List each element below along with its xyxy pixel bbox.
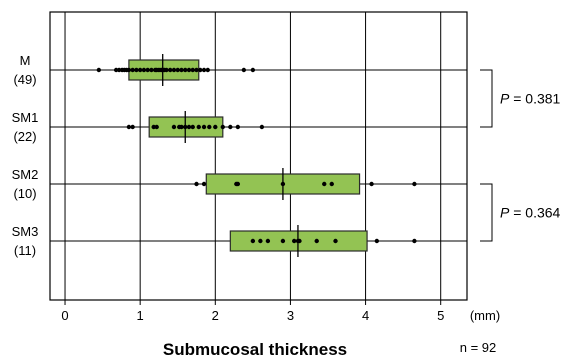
significance-bracket xyxy=(480,69,493,128)
data-point xyxy=(154,124,159,130)
data-point xyxy=(314,238,319,244)
data-point xyxy=(250,238,256,244)
data-point xyxy=(369,181,374,187)
data-point xyxy=(412,181,417,187)
category-label: SM3 xyxy=(12,224,39,239)
data-point xyxy=(190,124,195,130)
category-count: (22) xyxy=(13,129,36,144)
data-point xyxy=(201,124,207,130)
grid-layer xyxy=(50,12,467,305)
data-point xyxy=(113,67,119,73)
data-point xyxy=(322,181,327,187)
data-point xyxy=(280,181,286,187)
data-point xyxy=(265,238,271,244)
data-point xyxy=(175,67,180,73)
data-point xyxy=(194,181,199,187)
data-point xyxy=(96,67,102,73)
significance-bracket xyxy=(480,183,493,242)
data-point xyxy=(149,67,154,73)
data-point xyxy=(134,67,139,73)
category-count: (10) xyxy=(13,186,36,201)
data-point xyxy=(130,67,135,73)
data-point xyxy=(196,124,201,130)
data-point xyxy=(259,124,265,130)
data-point xyxy=(250,67,256,73)
category-count: (49) xyxy=(13,72,36,87)
p-value-label: P = 0.381 xyxy=(500,91,561,107)
data-point xyxy=(145,67,150,73)
data-point xyxy=(126,67,132,73)
data-point xyxy=(241,67,247,73)
x-axis-title: Submucosal thickness xyxy=(163,340,347,359)
data-point xyxy=(201,67,207,73)
data-point xyxy=(374,238,380,244)
data-point xyxy=(179,124,184,130)
p-value: = 0.364 xyxy=(509,205,560,221)
plot-frame xyxy=(49,11,468,301)
data-point xyxy=(151,124,156,130)
data-point xyxy=(190,67,195,73)
category-label: M xyxy=(20,53,31,68)
data-point xyxy=(329,181,334,187)
p-value: = 0.381 xyxy=(509,91,560,107)
p-symbol: P xyxy=(500,205,510,221)
data-point xyxy=(220,124,226,130)
data-point xyxy=(412,238,417,244)
data-point xyxy=(186,124,192,130)
x-tick-label: 4 xyxy=(362,308,369,323)
data-point xyxy=(137,67,143,73)
data-point xyxy=(213,124,218,130)
data-point xyxy=(164,67,169,73)
sample-size-label: n = 92 xyxy=(460,340,497,355)
data-point xyxy=(280,238,286,244)
point-layer xyxy=(96,67,417,244)
label-layer: 0 1 2 3 4 5 M (49) SM1 (22) SM2 (10) SM3 (11) xyxy=(12,53,445,323)
data-point xyxy=(186,67,192,73)
data-point xyxy=(333,238,338,244)
data-point xyxy=(179,67,184,73)
x-axis-unit-label: (mm) xyxy=(470,308,500,323)
category-label: SM2 xyxy=(12,167,39,182)
data-point xyxy=(291,238,297,244)
data-point xyxy=(235,181,241,187)
p-symbol: P xyxy=(500,91,510,107)
data-point xyxy=(141,67,147,73)
category-label: SM1 xyxy=(12,110,39,125)
data-point xyxy=(258,238,263,244)
data-point xyxy=(235,124,241,130)
data-point xyxy=(183,124,188,130)
x-tick-label: 5 xyxy=(437,308,444,323)
data-point xyxy=(198,67,203,73)
data-point xyxy=(116,67,122,73)
data-point xyxy=(171,124,177,130)
data-point xyxy=(171,67,177,73)
data-point xyxy=(126,124,132,130)
data-point xyxy=(228,124,233,130)
box-layer xyxy=(128,54,368,257)
data-point xyxy=(297,238,302,244)
data-point xyxy=(205,67,210,73)
category-count: (11) xyxy=(14,243,36,258)
data-point xyxy=(194,67,199,73)
p-value-label: P = 0.364 xyxy=(500,205,561,221)
data-point xyxy=(207,124,212,130)
data-point xyxy=(183,67,188,73)
data-point xyxy=(130,124,135,130)
x-tick-label: 0 xyxy=(61,308,68,323)
x-tick-label: 2 xyxy=(212,308,219,323)
data-point xyxy=(201,181,207,187)
x-tick-label: 3 xyxy=(287,308,294,323)
data-point xyxy=(168,67,173,73)
x-tick-label: 1 xyxy=(137,308,144,323)
